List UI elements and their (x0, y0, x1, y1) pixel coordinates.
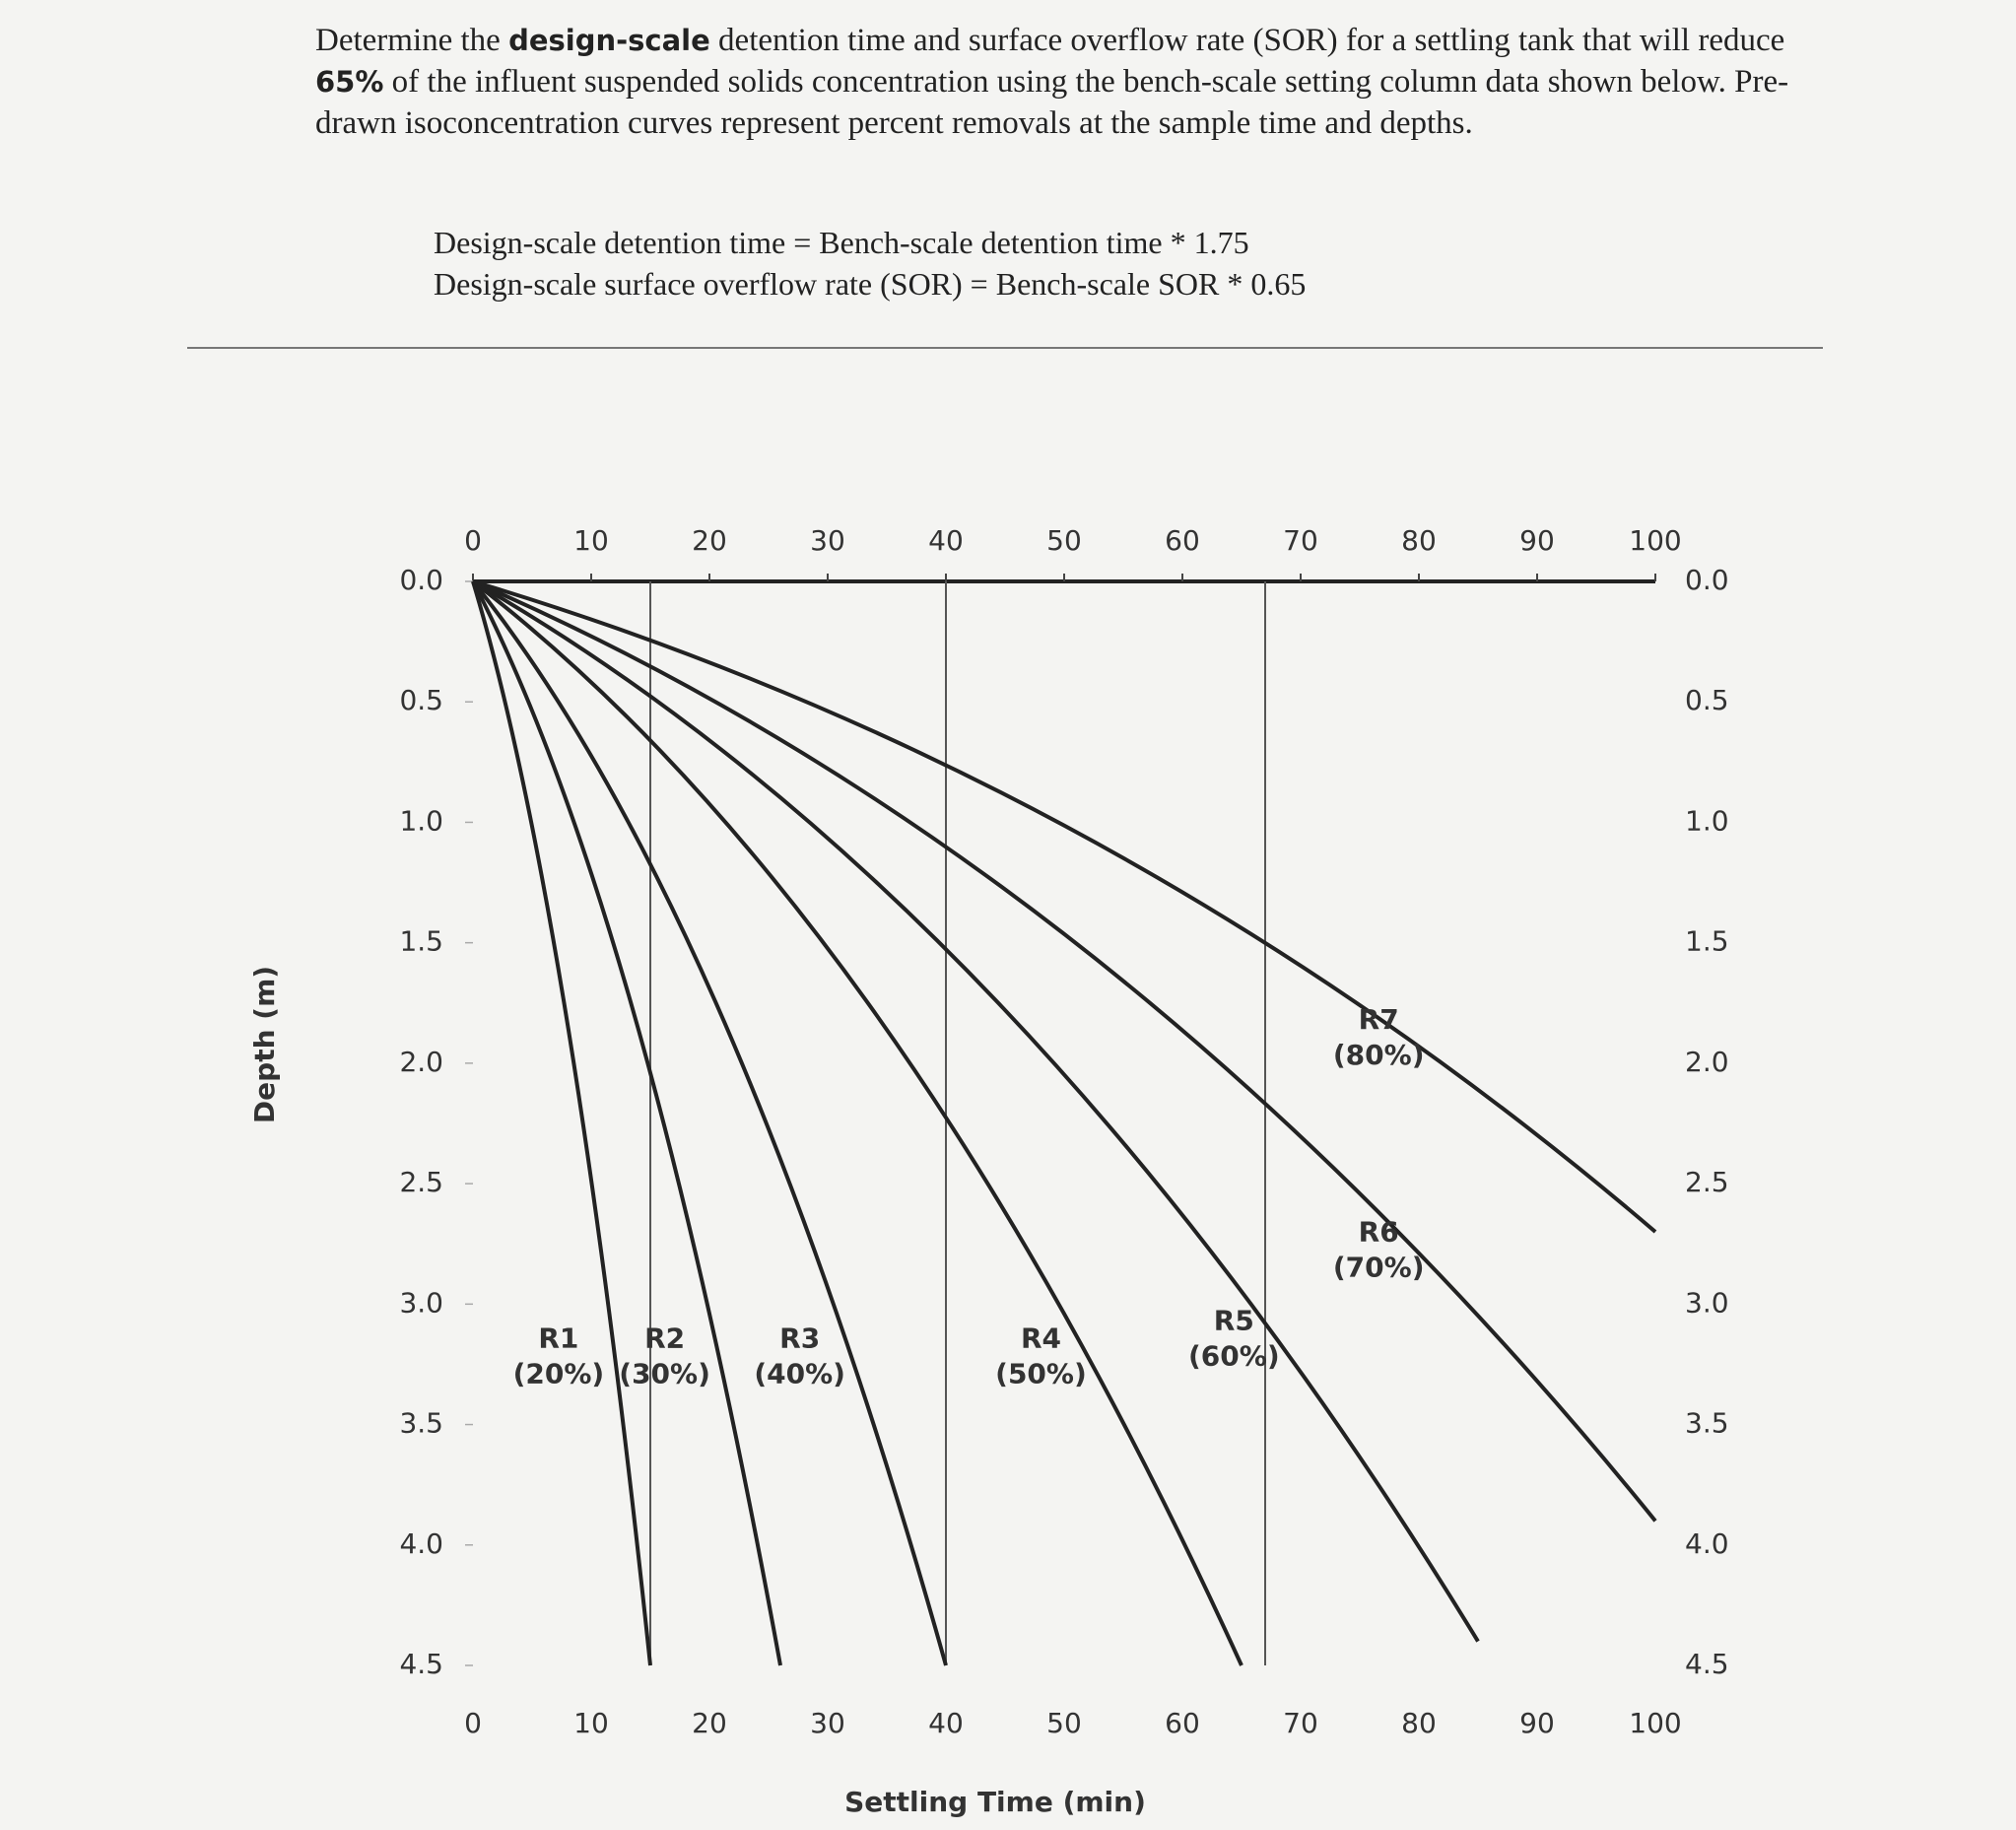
isoconcentration-curve (472, 579, 1480, 1643)
curve-label: (30%) (619, 1358, 710, 1390)
y-axis-label: Depth (m) (248, 966, 281, 1123)
y-tick-label-left: 2.0 (399, 1046, 443, 1078)
x-tick-label-top: 40 (928, 524, 964, 557)
y-tick-label-left: 0.0 (399, 564, 443, 596)
x-tick-label-top: 90 (1519, 524, 1555, 557)
curve-name: R2 (644, 1322, 685, 1355)
isoconcentration-curve (471, 579, 1243, 1666)
x-tick-label-top: 100 (1629, 524, 1681, 557)
x-tick-label-top: 60 (1165, 524, 1200, 557)
y-tick-label-left: 3.0 (399, 1286, 443, 1319)
x-tick-label-top: 70 (1283, 524, 1318, 557)
y-tick-label-left: 0.5 (399, 684, 443, 716)
formulas: Design-scale detention time = Bench-scal… (434, 222, 1306, 305)
y-tick-label-right: 2.5 (1685, 1166, 1729, 1198)
y-tick-label-right: 3.5 (1685, 1407, 1729, 1440)
y-tick-label-left: 1.0 (399, 804, 443, 837)
x-tick-label-bottom: 70 (1283, 1707, 1318, 1739)
y-tick-label-right: 1.5 (1685, 925, 1729, 958)
isoconcentration-curve (472, 579, 1657, 1523)
x-tick-label-bottom: 80 (1401, 1707, 1437, 1739)
curve-name: R5 (1214, 1305, 1254, 1337)
x-tick-label-bottom: 20 (692, 1707, 727, 1739)
curve-label: (80%) (1333, 1039, 1425, 1071)
y-tick-label-right: 0.5 (1685, 684, 1729, 716)
curve-name: R3 (779, 1322, 820, 1355)
formula: Design-scale detention time = Bench-scal… (434, 225, 1249, 260)
x-tick-label-bottom: 60 (1165, 1707, 1200, 1739)
x-tick-label-top: 50 (1046, 524, 1082, 557)
isoconcentration-curve (471, 580, 652, 1666)
x-tick-label-top: 0 (464, 524, 482, 557)
text: of the influent suspended solids concent… (315, 64, 1789, 141)
x-tick-label-top: 10 (573, 524, 609, 557)
y-tick-label-left: 3.5 (399, 1407, 443, 1440)
curve-name: R4 (1021, 1322, 1061, 1355)
text: Determine the (315, 23, 509, 58)
x-tick-label-bottom: 90 (1519, 1707, 1555, 1739)
y-tick-label-right: 1.0 (1685, 804, 1729, 837)
curve-name: R6 (1359, 1216, 1399, 1249)
x-tick-label-bottom: 100 (1629, 1707, 1681, 1739)
y-tick-label-right: 4.0 (1685, 1527, 1729, 1560)
y-tick-label-left: 2.5 (399, 1166, 443, 1198)
formula: Design-scale surface overflow rate (SOR)… (434, 266, 1307, 302)
bold-text: design-scale (508, 24, 710, 57)
y-tick-label-right: 0.0 (1685, 564, 1729, 596)
x-tick-label-top: 30 (810, 524, 845, 557)
isoconcentration-curve (471, 580, 782, 1666)
divider (187, 347, 1823, 349)
y-tick-label-right: 3.0 (1685, 1286, 1729, 1319)
y-tick-label-left: 4.0 (399, 1527, 443, 1560)
y-tick-label-left: 1.5 (399, 925, 443, 958)
curve-label: (70%) (1333, 1252, 1425, 1284)
y-tick-label-left: 4.5 (399, 1648, 443, 1680)
curve-name: R7 (1359, 1003, 1399, 1036)
y-tick-label-right: 2.0 (1685, 1046, 1729, 1078)
isoconcentration-curve (471, 579, 948, 1666)
x-tick-label-bottom: 10 (573, 1707, 609, 1739)
curve-label: (60%) (1188, 1340, 1280, 1373)
curve-name: R1 (538, 1322, 578, 1355)
x-tick-label-bottom: 0 (464, 1707, 482, 1739)
x-tick-label-bottom: 40 (928, 1707, 964, 1739)
problem-text: Determine the design-scale detention tim… (315, 20, 1813, 144)
curve-label: (20%) (513, 1358, 605, 1390)
x-tick-label-top: 80 (1401, 524, 1437, 557)
text: detention time and surface overflow rate… (709, 23, 1785, 58)
curve-label: (50%) (995, 1358, 1087, 1390)
x-tick-label-top: 20 (692, 524, 727, 557)
y-tick-label-right: 4.5 (1685, 1648, 1729, 1680)
x-axis-label: Settling Time (min) (844, 1786, 1146, 1818)
isoconcentration-curve (472, 579, 1657, 1234)
x-tick-label-bottom: 30 (810, 1707, 845, 1739)
curve-label: (40%) (754, 1358, 845, 1390)
bold-text: 65% (315, 65, 384, 99)
x-tick-label-bottom: 50 (1046, 1707, 1082, 1739)
